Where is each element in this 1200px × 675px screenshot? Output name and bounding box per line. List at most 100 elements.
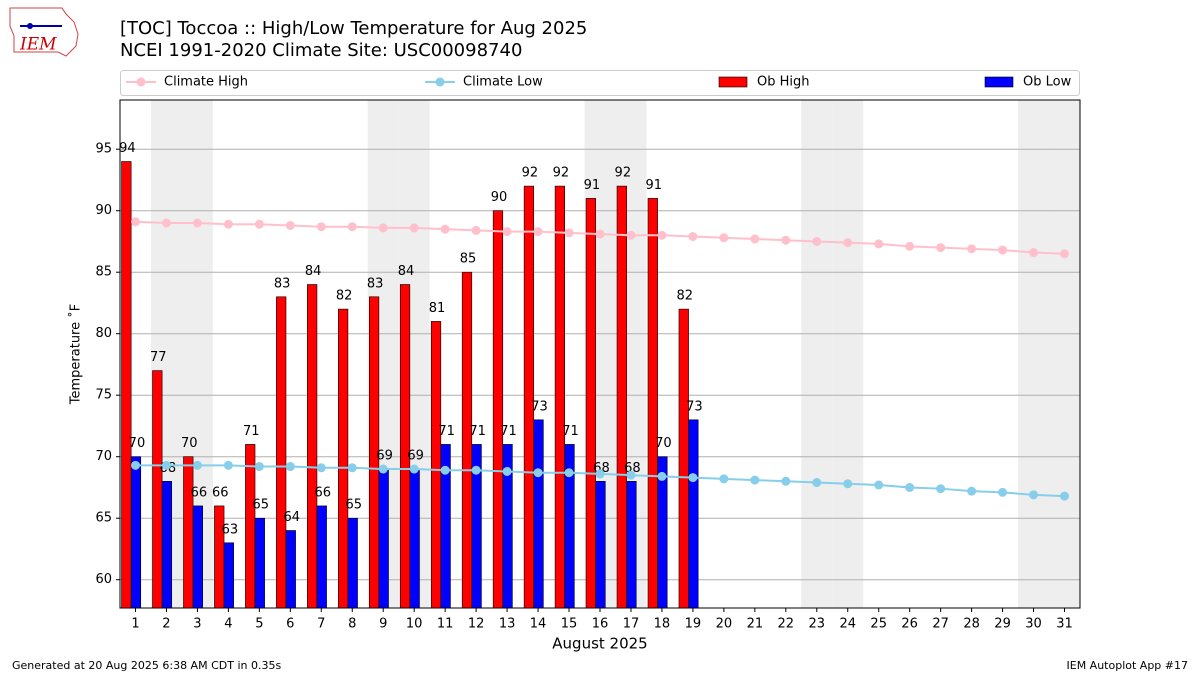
bar-value-label: 84 (305, 264, 322, 279)
bar (245, 444, 256, 609)
x-tick-label: 8 (348, 617, 356, 632)
point (502, 227, 512, 237)
point (161, 218, 171, 228)
x-tick-label: 3 (193, 617, 201, 632)
x-tick-label: 20 (716, 617, 733, 632)
point (688, 473, 698, 483)
point (347, 222, 357, 232)
point (874, 239, 884, 249)
bar-value-label: 71 (243, 424, 260, 439)
bar-value-label: 70 (181, 436, 198, 451)
point (564, 468, 574, 478)
bar-value-label: 82 (676, 289, 693, 304)
point (626, 470, 636, 480)
bar (492, 210, 504, 609)
bar (688, 419, 699, 609)
point (1060, 249, 1070, 259)
point (285, 462, 295, 472)
bar (533, 419, 544, 609)
bar (430, 321, 442, 609)
bar-value-label: 66 (212, 485, 229, 500)
point (967, 244, 977, 254)
point (936, 243, 946, 253)
x-tick-label: 26 (901, 617, 918, 632)
bar-value-label: 73 (531, 399, 548, 414)
point (285, 220, 295, 230)
x-tick-label: 14 (530, 617, 547, 632)
point (936, 484, 946, 494)
point (874, 480, 884, 490)
x-tick-label: 31 (1056, 617, 1073, 632)
x-tick-label: 17 (623, 617, 640, 632)
x-tick-label: 27 (932, 617, 949, 632)
point (595, 469, 605, 479)
y-tick-label: 80 (95, 326, 112, 341)
point (130, 217, 140, 227)
point (223, 219, 233, 229)
legend-swatch (984, 76, 1014, 88)
y-tick-label: 75 (95, 388, 112, 403)
x-tick-label: 24 (839, 617, 856, 632)
point (626, 230, 636, 240)
legend-box (120, 70, 1080, 96)
point (564, 228, 574, 238)
y-tick-label: 90 (95, 203, 112, 218)
point (1029, 490, 1039, 500)
point (316, 463, 326, 473)
y-tick-label: 85 (95, 265, 112, 280)
point (657, 230, 667, 240)
logo-dot (27, 23, 33, 29)
bar (647, 198, 658, 609)
bar-value-label: 81 (429, 301, 446, 316)
weekend-band (1049, 100, 1080, 608)
bar (626, 481, 637, 609)
point (471, 225, 481, 235)
y-axis-label: Temperature ˚F (68, 304, 84, 405)
x-tick-label: 18 (654, 617, 671, 632)
x-tick-label: 11 (437, 617, 454, 632)
point (192, 218, 202, 228)
point (750, 234, 760, 244)
point (905, 241, 915, 251)
point (161, 460, 171, 470)
bar (285, 530, 296, 609)
bar (276, 296, 287, 609)
bar-value-label: 92 (615, 166, 632, 181)
point (688, 232, 698, 242)
point (843, 479, 853, 489)
bar (307, 284, 318, 609)
point (192, 460, 202, 470)
x-tick-label: 29 (994, 617, 1011, 632)
bar-value-label: 65 (345, 498, 362, 513)
bar (223, 542, 234, 609)
weekend-band (1018, 100, 1050, 608)
chart-title: [TOC] Toccoa :: High/Low Temperature for… (120, 18, 587, 39)
bar-value-label: 63 (222, 522, 239, 537)
point (502, 466, 512, 476)
bar (338, 308, 349, 609)
bar-value-label: 70 (129, 436, 146, 451)
point (347, 463, 357, 473)
point (595, 229, 605, 239)
legend-label: Climate Low (463, 75, 543, 90)
point (533, 227, 543, 237)
x-tick-label: 12 (468, 617, 485, 632)
bar (616, 185, 627, 609)
bar-value-label: 73 (686, 399, 703, 414)
legend-swatch (718, 76, 748, 88)
bar (121, 161, 132, 609)
point (905, 482, 915, 492)
y-tick-label: 65 (95, 511, 112, 526)
bar (254, 517, 265, 609)
x-tick-label: 10 (406, 617, 423, 632)
point (378, 223, 388, 233)
point (471, 465, 481, 475)
point (409, 464, 419, 474)
logo-outline (9, 7, 79, 57)
legend-label: Ob High (757, 75, 810, 90)
x-tick-label: 25 (870, 617, 887, 632)
bar (461, 271, 473, 609)
point (533, 468, 543, 478)
bar-value-label: 83 (274, 276, 291, 291)
bar-value-label: 65 (253, 498, 270, 513)
